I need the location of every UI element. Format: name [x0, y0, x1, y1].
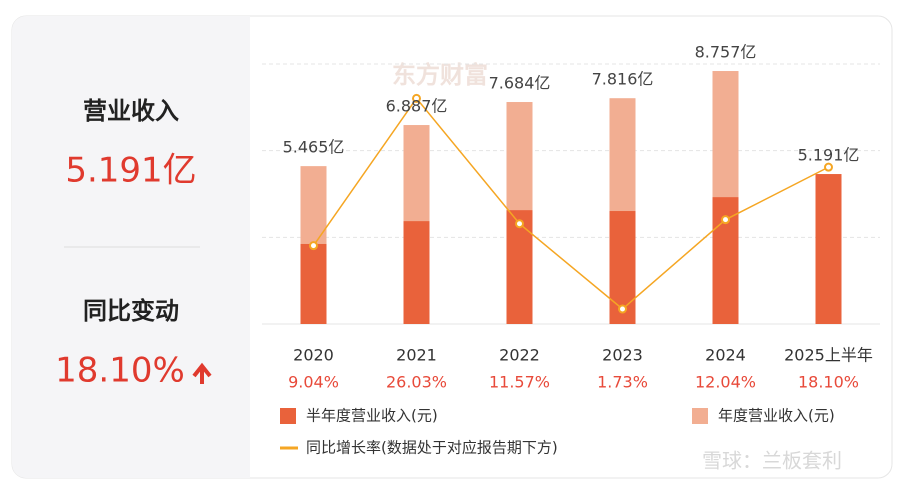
- x-tick-label: 2021: [396, 346, 437, 365]
- x-tick-label: 2023: [602, 346, 643, 365]
- bar: [300, 243, 327, 324]
- growth-point: [515, 219, 524, 229]
- change-label: 同比变动: [83, 297, 179, 325]
- x-tick-label: 2022: [499, 346, 540, 365]
- up-arrow: [192, 362, 212, 384]
- legend-label: 年度营业收入(元): [718, 407, 835, 425]
- growth-point: [721, 215, 730, 225]
- revenue-value: 5.191亿: [65, 151, 196, 191]
- legend-swatch: [280, 408, 296, 424]
- value-label: 7.684亿: [489, 74, 551, 93]
- legend-label: 半年度营业收入(元): [306, 407, 438, 425]
- change-value: 18.10%: [55, 351, 185, 391]
- bar: [506, 210, 533, 324]
- growth-point: [309, 241, 318, 251]
- value-label: 8.757亿: [695, 43, 757, 62]
- watermark: 雪球：兰板套利: [702, 449, 842, 473]
- growth-label: 12.04%: [695, 373, 756, 392]
- bar: [815, 174, 842, 324]
- legend-swatch: [692, 408, 708, 424]
- watermark: 东方财富: [392, 61, 488, 89]
- growth-point: [618, 304, 627, 314]
- value-label: 5.191亿: [798, 146, 860, 165]
- x-tick-label: 2025上半年: [784, 346, 873, 365]
- x-tick-label: 2020: [293, 346, 334, 365]
- growth-point: [824, 162, 833, 172]
- revenue-label: 营业收入: [83, 97, 179, 125]
- growth-label: 9.04%: [288, 373, 339, 392]
- x-tick-label: 2024: [705, 346, 746, 365]
- value-label: 7.816亿: [592, 70, 654, 89]
- growth-label: 1.73%: [597, 373, 648, 392]
- growth-point: [412, 93, 421, 103]
- growth-label: 11.57%: [489, 373, 550, 392]
- value-label: 6.887亿: [386, 97, 448, 116]
- bar: [403, 221, 430, 324]
- value-label: 5.465亿: [283, 138, 345, 157]
- growth-label: 18.10%: [798, 373, 859, 392]
- growth-label: 26.03%: [386, 373, 447, 392]
- growth-line: [312, 97, 829, 310]
- legend-label: 同比增长率(数据处于对应报告期下方): [306, 439, 558, 457]
